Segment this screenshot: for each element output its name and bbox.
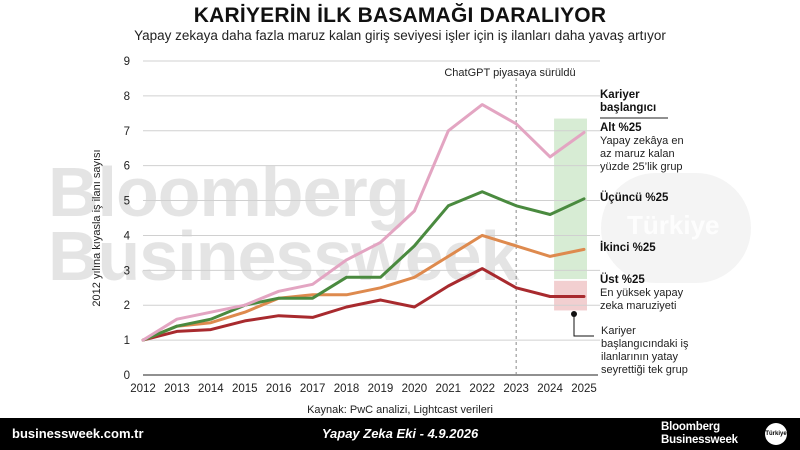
x-tick-label: 2024 xyxy=(537,383,563,395)
y-tick-label: 0 xyxy=(124,370,130,382)
series-line-üçüncü-25 xyxy=(141,190,586,342)
x-tick-label: 2013 xyxy=(164,383,190,395)
x-tick-label: 2018 xyxy=(334,383,360,395)
footer-brand-line-2: Businessweek xyxy=(661,433,738,446)
series-label: Üçüncü %25 xyxy=(600,191,669,204)
x-tick-label: 2021 xyxy=(436,383,462,395)
y-tick-label: 5 xyxy=(124,196,130,208)
callout-text-line: Kariyer xyxy=(601,325,636,337)
line-chart: 0 1 2 3 4 5 6 7 8 9 2012 2013 2014 2015 2016 2017 2018 20… xyxy=(91,56,689,395)
y-tick-label: 7 xyxy=(124,126,130,138)
series-label: İkinci %25 xyxy=(600,241,656,254)
x-tick-label: 2022 xyxy=(469,383,495,395)
annotation-label: ChatGPT piyasaya sürüldü xyxy=(444,67,575,79)
series-line-üst-25 xyxy=(141,267,586,342)
callout-leader xyxy=(573,313,594,337)
series-description-line: yüzde 25’lik grup xyxy=(600,161,683,173)
y-tick-label: 2 xyxy=(124,300,130,312)
series-description-line: zeka maruziyeti xyxy=(600,300,676,312)
x-tick-label: 2014 xyxy=(198,383,224,395)
series-line-i-kinci-25 xyxy=(141,233,586,342)
callout-text-line: ilanlarının yatay xyxy=(601,351,679,363)
y-tick-label: 6 xyxy=(124,161,130,173)
x-tick-label: 2019 xyxy=(368,383,394,395)
footer-issue-label: Yapay Zeka Eki - 4.9.2026 xyxy=(321,426,479,441)
series-line-alt-25 xyxy=(141,103,586,342)
callout-text-line: başlangıcındaki iş xyxy=(601,338,689,350)
y-tick-label: 9 xyxy=(124,56,130,68)
series-description-line: En yüksek yapay xyxy=(600,287,684,299)
series-label: Üst %25 xyxy=(600,273,645,286)
chart-title: KARİYERİN İLK BASAMAĞI DARALIYOR xyxy=(193,4,607,27)
x-tick-label: 2016 xyxy=(266,383,292,395)
y-axis-label: 2012 yılına kıyasla iş ilanı sayısı xyxy=(91,149,103,306)
y-tick-label: 8 xyxy=(124,91,130,103)
series-description-line: az maruz kalan xyxy=(600,148,675,160)
legend-heading-line-1: Kariyer xyxy=(600,89,640,101)
x-tick-label: 2023 xyxy=(503,383,529,395)
x-tick-label: 2025 xyxy=(571,383,597,395)
series-label: Alt %25 xyxy=(600,122,642,134)
x-tick-label: 2012 xyxy=(130,383,156,395)
footer-badge: Türkiye xyxy=(765,423,787,445)
x-tick-label: 2015 xyxy=(232,383,258,395)
footer-brand-line-1: Bloomberg xyxy=(661,421,720,433)
source-note: Kaynak: PwC analizi, Lightcast verileri xyxy=(307,404,493,416)
legend-heading-line-2: başlangıcı xyxy=(600,102,656,114)
y-tick-label: 3 xyxy=(124,265,130,277)
x-tick-label: 2017 xyxy=(300,383,326,395)
callout-text-line: seyrettiği tek grup xyxy=(601,364,688,376)
footer-bar: businessweek.com.tr Yapay Zeka Eki - 4.9… xyxy=(0,418,800,450)
footer-site-link[interactable]: businessweek.com.tr xyxy=(12,426,144,441)
footer-brand-logo: Bloomberg Businessweek xyxy=(661,421,738,446)
y-tick-label: 4 xyxy=(124,230,131,242)
chart-subtitle: Yapay zekaya daha fazla maruz kalan giri… xyxy=(134,28,666,43)
x-tick-label: 2020 xyxy=(402,383,428,395)
y-tick-label: 1 xyxy=(124,335,130,347)
series-description-line: Yapay zekâya en xyxy=(600,135,684,147)
